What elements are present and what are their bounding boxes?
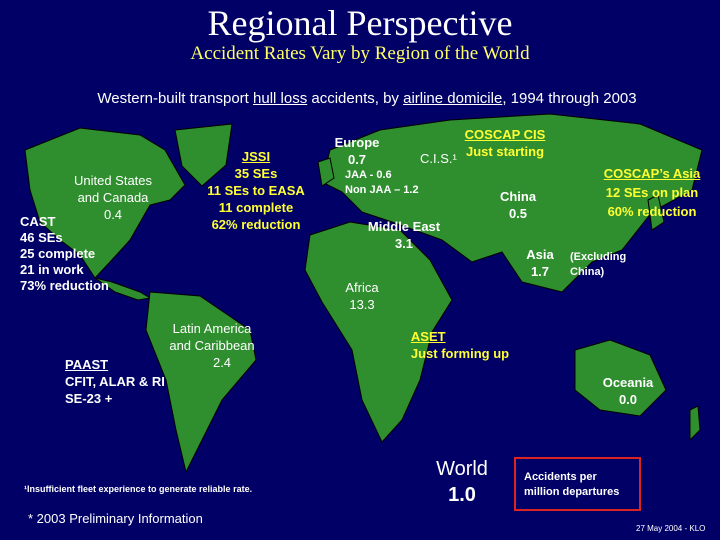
scope-text: hull loss <box>253 90 308 107</box>
note-line: China) <box>570 266 605 278</box>
region-rate: 0.4 <box>103 207 123 222</box>
program: COSCAP’s Asia 12 SEs on plan 60% reduction <box>604 164 701 221</box>
program-line: PAAST <box>65 357 109 372</box>
program-line: JSSI <box>241 149 271 164</box>
region-rate: 0.0 <box>618 392 638 407</box>
region: Middle East 3.1 <box>368 218 440 252</box>
note-line: (Excluding <box>570 251 627 263</box>
region-name: Latin America <box>172 321 252 336</box>
scope-text: Western-built transport <box>97 90 249 107</box>
region: Oceania 0.0 <box>603 374 654 408</box>
africa <box>304 221 453 443</box>
program-line: 35 SEs <box>234 166 278 181</box>
north-america <box>24 127 186 279</box>
program-line: COSCAP CIS <box>464 127 546 142</box>
program-line: JAA - 0.6 <box>345 169 392 181</box>
program: COSCAP CIS Just starting <box>465 126 546 160</box>
subtitle: Accident Rates Vary by Region of the Wor… <box>190 43 530 64</box>
program-line: COSCAP’s Asia <box>603 166 701 181</box>
world-rate: 1.0 <box>448 484 476 506</box>
region-rate: 0.5 <box>508 206 528 221</box>
scope-text: airline domicile <box>403 90 503 107</box>
world: World 1.0 <box>436 456 488 508</box>
region-name: Africa <box>345 280 379 295</box>
eurasia <box>321 113 703 293</box>
program-line: 73% reduction <box>20 278 109 293</box>
program-line: 11 complete <box>218 200 294 215</box>
program-line: ASET <box>410 329 446 344</box>
program: JAA - 0.6 Non JAA – 1.2 <box>345 168 419 198</box>
program-line: 12 SEs on plan <box>605 185 699 200</box>
program-line: CAST <box>20 214 56 229</box>
program-line: 60% reduction <box>607 204 697 219</box>
region-name: C.I.S.¹ <box>420 151 457 166</box>
britain <box>317 157 335 187</box>
legend-line: Accidents per <box>524 471 597 483</box>
program-line: Just forming up <box>410 346 510 361</box>
region-name: Asia <box>526 247 554 262</box>
program: ASET Just forming up <box>411 328 509 362</box>
region-rate: 3.1 <box>394 236 414 251</box>
program: JSSI 35 SEs 11 SEs to EASA 11 complete 62% r… <box>207 148 305 233</box>
legend-box <box>514 457 641 511</box>
program-line: 46 SEs <box>20 230 63 245</box>
date: 27 May 2004 - KLO <box>636 524 706 533</box>
region-name: Oceania <box>602 375 654 390</box>
legend: Accidents per million departures <box>524 470 619 500</box>
region-note: (Excluding China) <box>570 250 626 280</box>
program-line: 25 complete <box>20 246 96 261</box>
greenland <box>174 123 233 187</box>
region: Africa 13.3 <box>345 279 378 313</box>
program-line: Just starting <box>465 144 545 159</box>
program-line: CFIT, ALAR & RI <box>65 374 165 389</box>
region-name: and Caribbean <box>169 338 255 353</box>
region: Asia 1.7 <box>526 246 553 280</box>
region-rate: 13.3 <box>349 297 375 312</box>
region: China 0.5 <box>500 188 536 222</box>
region: Europe 0.7 <box>335 134 380 168</box>
region-rate: 2.4 <box>212 355 232 370</box>
scope-text: accidents, by <box>311 90 399 107</box>
japan <box>647 194 665 231</box>
region-name: United States <box>73 173 153 188</box>
program-line: SE-23 + <box>65 391 113 406</box>
program-line: 62% reduction <box>211 217 301 232</box>
scope-text: , 1994 through 2003 <box>502 90 637 107</box>
region-name: and Canada <box>77 190 149 205</box>
footnote: ¹Insufficient fleet experience to genera… <box>24 484 253 494</box>
new-zealand <box>689 405 701 442</box>
region-name: Middle East <box>367 219 441 234</box>
world-label: World <box>436 458 488 480</box>
region-rate: 1.7 <box>530 264 550 279</box>
australia <box>574 339 667 417</box>
title: Regional Perspective <box>207 3 513 43</box>
legend-line: million departures <box>524 486 620 498</box>
region-name: Europe <box>334 135 380 150</box>
region: Latin America and Caribbean 2.4 <box>169 320 254 371</box>
region-name: China <box>499 189 537 204</box>
program: PAAST CFIT, ALAR & RI SE-23 + <box>65 356 165 407</box>
program-line: 21 in work <box>20 262 84 277</box>
south-america <box>145 291 257 474</box>
region-rate: 0.7 <box>347 152 367 167</box>
program-line: 11 SEs to EASA <box>207 183 305 198</box>
program-line: Non JAA – 1.2 <box>345 184 419 196</box>
region: United States and Canada 0.4 <box>74 172 152 223</box>
footnote: * 2003 Preliminary Information <box>28 511 203 526</box>
program: CAST 46 SEs 25 complete 21 in work 73% reduc… <box>20 214 109 294</box>
scope: Western-built transport hull loss accide… <box>97 90 636 107</box>
